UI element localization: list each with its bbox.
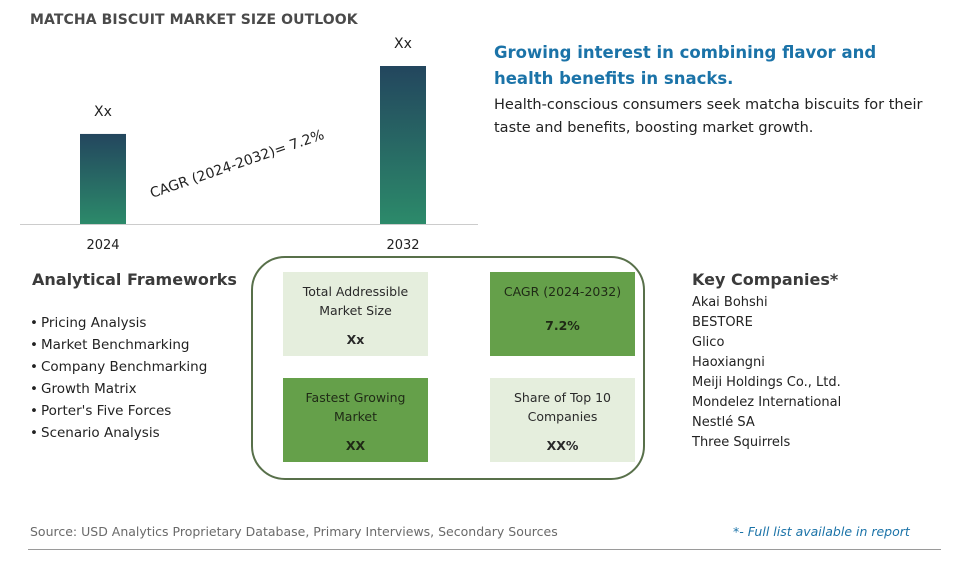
insight-title: Growing interest in combining flavor and…: [494, 43, 877, 88]
page-title: MATCHA BISCUIT MARKET SIZE OUTLOOK: [30, 12, 358, 28]
x-tick-label: 2024: [86, 238, 119, 253]
bar-2024: [80, 133, 126, 224]
full-list-note: *- Full list available in report: [733, 524, 910, 539]
footer-divider: [28, 549, 941, 550]
market-size-chart: Xx 2024 Xx 2032 CAGR (2024-2032)= 7.2%: [20, 36, 478, 253]
framework-item: Growth Matrix: [30, 378, 207, 400]
companies-list: Akai Bohshi BESTORE Glico Haoxiangni Mei…: [692, 293, 841, 453]
company-item: Glico: [692, 335, 725, 350]
company-item: Haoxiangni: [692, 355, 765, 370]
top10-share-tile: Share of Top 10 Companies XX%: [490, 378, 635, 462]
bar-data-label: Xx: [394, 36, 412, 52]
bar-2032: [380, 66, 426, 224]
company-item: BESTORE: [692, 315, 753, 330]
framework-item: Scenario Analysis: [30, 422, 207, 444]
frameworks-title: Analytical Frameworks: [32, 270, 237, 289]
framework-item: Porter's Five Forces: [30, 400, 207, 422]
top10-share-value: XX%: [546, 438, 579, 453]
fastest-market-value: XX: [345, 438, 366, 453]
company-item: Akai Bohshi: [692, 295, 768, 310]
insight-body: Health-conscious consumers seek matcha b…: [494, 97, 923, 136]
frameworks-list: Pricing Analysis Market Benchmarking Com…: [30, 312, 207, 444]
top10-share-label: Share of Top 10 Companies: [513, 390, 612, 424]
bar-data-label: Xx: [94, 104, 112, 120]
cagr-tile: CAGR (2024-2032) 7.2%: [490, 272, 635, 356]
fastest-market-label: Fastest Growing Market: [305, 390, 406, 424]
cagr-label: CAGR (2024-2032): [503, 284, 622, 299]
company-item: Meiji Holdings Co., Ltd.: [692, 375, 841, 390]
framework-item: Market Benchmarking: [30, 334, 207, 356]
cagr-annotation: CAGR (2024-2032)= 7.2%: [148, 127, 326, 202]
tam-tile: Total Addressible Market Size Xx: [283, 272, 428, 356]
company-item: Nestlé SA: [692, 415, 755, 430]
company-item: Three Squirrels: [692, 435, 791, 450]
tam-value: Xx: [346, 332, 365, 347]
cagr-value: 7.2%: [545, 318, 580, 333]
metrics-panel: Total Addressible Market Size Xx CAGR (2…: [251, 256, 645, 480]
framework-item: Pricing Analysis: [30, 312, 207, 334]
x-tick-label: 2032: [386, 238, 419, 253]
fastest-market-tile: Fastest Growing Market XX: [283, 378, 428, 462]
tam-label: Total Addressible Market Size: [302, 284, 409, 318]
company-item: Mondelez International: [692, 395, 842, 410]
framework-item: Company Benchmarking: [30, 356, 207, 378]
source-note: Source: USD Analytics Proprietary Databa…: [30, 524, 558, 539]
companies-title: Key Companies*: [692, 270, 839, 289]
